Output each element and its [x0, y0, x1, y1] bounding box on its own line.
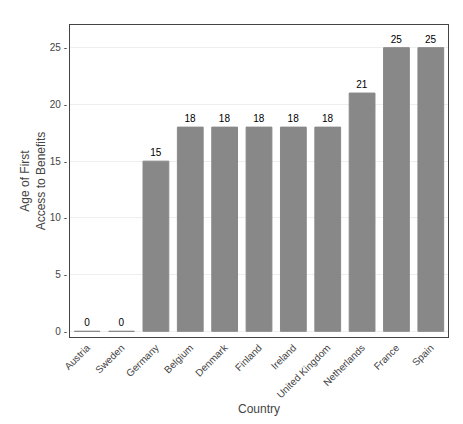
svg-text:18: 18	[219, 113, 231, 124]
svg-text:0: 0	[119, 317, 125, 328]
svg-text:France: France	[372, 342, 402, 372]
svg-text:Netherlands: Netherlands	[321, 342, 367, 388]
svg-text:Sweden: Sweden	[93, 342, 126, 375]
svg-text:Ireland: Ireland	[269, 342, 298, 371]
svg-text:Belgium: Belgium	[162, 342, 195, 375]
svg-text:0: 0	[84, 317, 90, 328]
svg-text:Age of FirstAccess to Benefits: Age of FirstAccess to Benefits	[18, 132, 48, 231]
svg-text:Spain: Spain	[410, 342, 436, 368]
svg-text:25 -: 25 -	[50, 42, 67, 53]
svg-text:Country: Country	[238, 402, 280, 416]
svg-text:18: 18	[288, 113, 300, 124]
svg-text:18: 18	[253, 113, 265, 124]
svg-text:0 -: 0 -	[55, 326, 67, 337]
svg-text:15: 15	[150, 147, 162, 158]
svg-text:Germany: Germany	[124, 342, 161, 379]
svg-text:20 -: 20 -	[50, 99, 67, 110]
svg-text:United Kingdom: United Kingdom	[275, 342, 333, 400]
svg-text:Austria: Austria	[62, 342, 92, 372]
svg-text:15 -: 15 -	[50, 156, 67, 167]
svg-text:25: 25	[425, 34, 437, 45]
svg-text:21: 21	[356, 79, 368, 90]
svg-text:18: 18	[322, 113, 334, 124]
svg-text:5 -: 5 -	[55, 269, 67, 280]
svg-text:Finland: Finland	[233, 342, 264, 373]
svg-text:Denmark: Denmark	[193, 341, 230, 378]
svg-text:18: 18	[184, 113, 196, 124]
svg-text:25: 25	[391, 34, 403, 45]
svg-text:10 -: 10 -	[50, 212, 67, 223]
